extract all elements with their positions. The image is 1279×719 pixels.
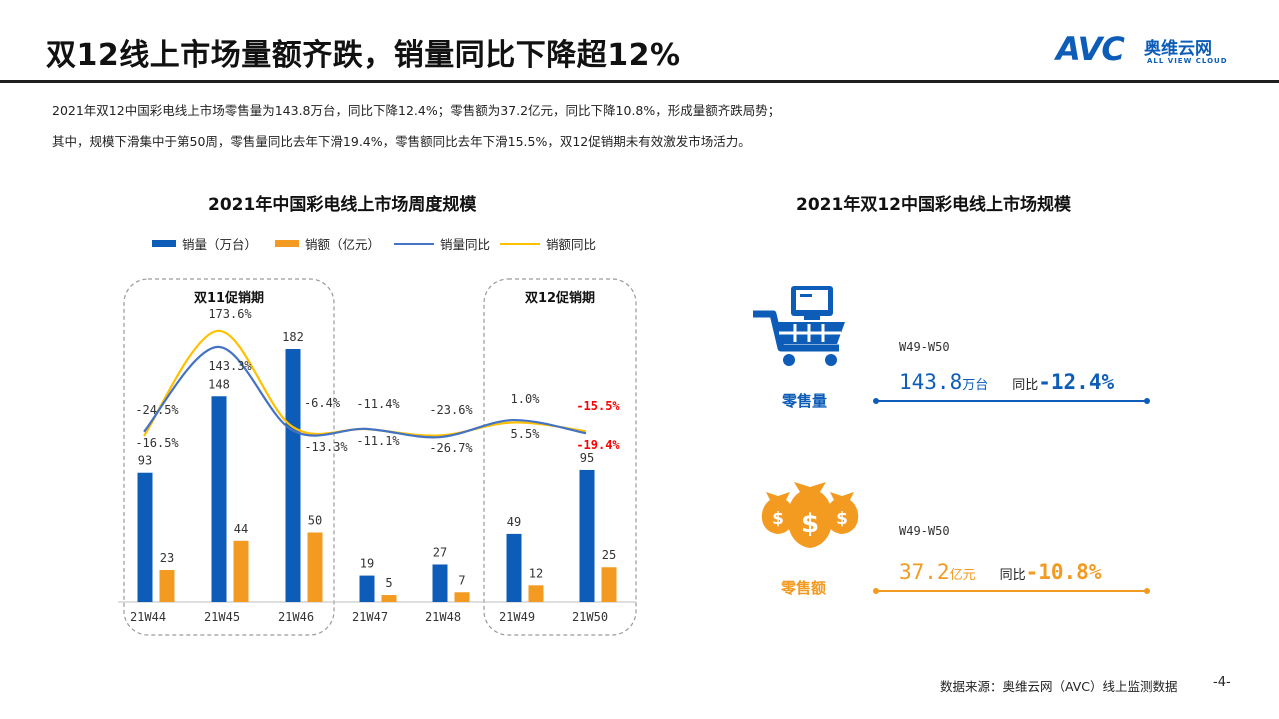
value-bar (381, 595, 397, 602)
volume-yoy-label: -13.3% (304, 440, 348, 454)
volume-label: 零售量 (782, 392, 828, 410)
volume-yoy: -12.4% (1038, 370, 1115, 394)
volume-bar (579, 469, 595, 602)
svg-text:$: $ (801, 509, 819, 539)
volume-period: W49-W50 (899, 340, 950, 354)
promo-period-box (483, 278, 637, 636)
value-yoy: -10.8% (1025, 560, 1102, 584)
value-data-label: 44 (234, 522, 248, 536)
volume-bar (432, 564, 448, 602)
volume-data-label: 93 (138, 454, 152, 468)
description-line-2: 其中，规模下滑集中于第50周，零售量同比去年下滑19.4%，零售额同比去年下滑1… (52, 134, 751, 149)
x-tick-label: 21W46 (278, 610, 314, 624)
volume-yoy-label: -16.5% (135, 436, 179, 450)
svg-text:$: $ (836, 509, 848, 529)
x-tick-label: 21W49 (499, 610, 535, 624)
data-source: 数据来源：奥维云网（AVC）线上监测数据 (940, 679, 1178, 694)
shopping-cart-icon (751, 284, 851, 372)
value-bar (601, 567, 617, 602)
svg-text:$: $ (772, 509, 784, 529)
money-bags-icon: $ $ $ (758, 476, 862, 556)
weekly-chart-legend: 销量（万台） 销额（亿元） 销量同比 销额同比 (152, 234, 596, 253)
value-data-label: 7 (458, 573, 465, 587)
title-divider (0, 80, 1279, 83)
volume-kpi: 143.8万台 同比-12.4% (899, 370, 1114, 394)
value-data-label: 25 (602, 548, 616, 562)
logo-cn-name: 奥维云网 (1144, 39, 1212, 59)
volume-data-label: 182 (282, 330, 304, 344)
value-bar (233, 540, 249, 602)
legend-label-volume: 销量（万台） (182, 237, 258, 252)
volume-data-label: 95 (580, 451, 594, 465)
volume-yoy-line (143, 345, 587, 439)
volume-yoy-label: 同比 (1012, 378, 1039, 393)
value-unit: 亿元 (949, 568, 976, 583)
legend-swatch-value-yoy (500, 242, 541, 245)
volume-underline (876, 400, 1148, 402)
volume-bar (211, 396, 227, 602)
volume-bar (359, 575, 375, 602)
value-bar (159, 570, 175, 602)
value-yoy-label: -6.4% (304, 396, 341, 410)
page-title: 双12线上市场量额齐跌，销量同比下降超12% (46, 38, 681, 73)
volume-data-label: 19 (360, 557, 374, 571)
value-yoy-label: -23.6% (429, 403, 473, 417)
volume-data-label: 49 (507, 515, 521, 529)
legend-swatch-volume-yoy (394, 242, 435, 245)
avc-logo: AVC 奥维云网 ALL VIEW CLOUD (1056, 30, 1246, 70)
value-value: 37.2 (899, 560, 950, 584)
volume-unit: 万台 (962, 378, 989, 393)
volume-value: 143.8 (899, 370, 963, 394)
volume-data-label: 27 (433, 545, 447, 559)
volume-bar (137, 472, 153, 602)
value-yoy-label: 1.0% (511, 392, 541, 406)
value-yoy-label: 173.6% (208, 307, 252, 321)
value-label: 零售额 (781, 579, 827, 597)
description-line-1: 2021年双12中国彩电线上市场零售量为143.8万台，同比下降12.4%；零售… (52, 103, 781, 118)
weekly-chart-title: 2021年中国彩电线上市场周度规模 (208, 195, 477, 215)
legend-label-value-yoy: 销额同比 (546, 237, 597, 252)
volume-yoy-label: 5.5% (511, 427, 541, 441)
value-bar (307, 532, 323, 602)
logo-brand: AVC (1056, 30, 1125, 68)
value-yoy-label: -15.5% (576, 399, 620, 413)
value-line-dot-right (1144, 588, 1150, 594)
value-data-label: 12 (529, 566, 543, 580)
legend-swatch-value (275, 240, 300, 247)
value-yoy-label: 同比 (999, 568, 1026, 583)
logo-en-name: ALL VIEW CLOUD (1147, 57, 1228, 65)
volume-yoy-label: -26.7% (429, 441, 473, 455)
x-tick-label: 21W47 (352, 610, 388, 624)
value-data-label: 23 (160, 551, 174, 565)
legend-label-value: 销额（亿元） (305, 237, 381, 252)
volume-bar (506, 533, 522, 602)
volume-yoy-label: 143.3% (208, 359, 252, 373)
value-yoy-label: -11.4% (356, 397, 400, 411)
value-kpi: 37.2亿元 同比-10.8% (899, 560, 1101, 584)
value-period: W49-W50 (899, 524, 950, 538)
legend-swatch-volume (152, 240, 176, 247)
value-data-label: 50 (308, 513, 322, 527)
x-tick-label: 21W45 (204, 610, 240, 624)
x-tick-label: 21W48 (425, 610, 461, 624)
value-underline (876, 590, 1148, 592)
volume-bar (285, 349, 301, 602)
value-bar (454, 592, 470, 602)
promo-period-box (123, 278, 335, 636)
volume-data-label: 148 (208, 377, 230, 391)
value-data-label: 5 (385, 576, 392, 590)
summary-title: 2021年双12中国彩电线上市场规模 (796, 195, 1071, 215)
x-tick-label: 21W44 (130, 610, 166, 624)
legend-label-volume-yoy: 销量同比 (440, 237, 491, 252)
volume-yoy-label: -19.4% (576, 438, 620, 452)
value-yoy-label: -24.5% (135, 403, 179, 417)
volume-yoy-label: -11.1% (356, 434, 400, 448)
value-bar (528, 585, 544, 602)
page-number: -4- (1213, 675, 1231, 690)
volume-line-dot-right (1144, 398, 1150, 404)
promo-period-label: 双12促销期 (525, 290, 595, 306)
x-tick-label: 21W50 (572, 610, 608, 624)
promo-period-label: 双11促销期 (194, 290, 264, 306)
